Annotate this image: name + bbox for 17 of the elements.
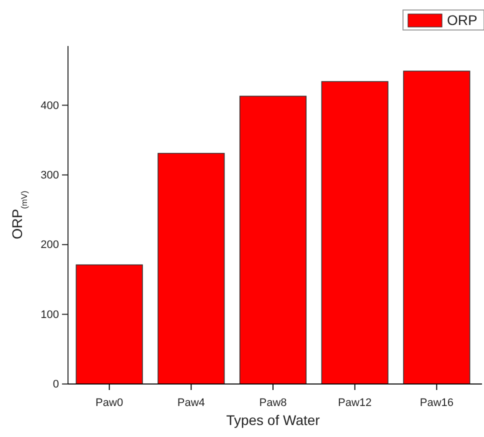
y-tick-label: 300 xyxy=(40,169,59,182)
y-tick-label: 400 xyxy=(40,100,59,112)
x-tick-label: Paw12 xyxy=(338,397,372,410)
y-tick-label: 100 xyxy=(40,308,59,321)
x-tick-label: Paw4 xyxy=(177,397,205,410)
x-tick-label: Paw0 xyxy=(96,397,124,410)
bar xyxy=(158,152,225,384)
x-tick-label: Paw8 xyxy=(259,397,287,410)
y-tick-label: 0 xyxy=(52,378,59,391)
bar xyxy=(239,96,307,384)
x-tick-label: Paw16 xyxy=(420,397,454,410)
y-tick-label: 200 xyxy=(40,239,59,252)
x-axis-title: Types of Water xyxy=(226,412,320,428)
bar xyxy=(403,70,470,384)
bar xyxy=(76,264,143,384)
legend-label: ORP xyxy=(447,12,478,28)
bar xyxy=(321,81,388,384)
